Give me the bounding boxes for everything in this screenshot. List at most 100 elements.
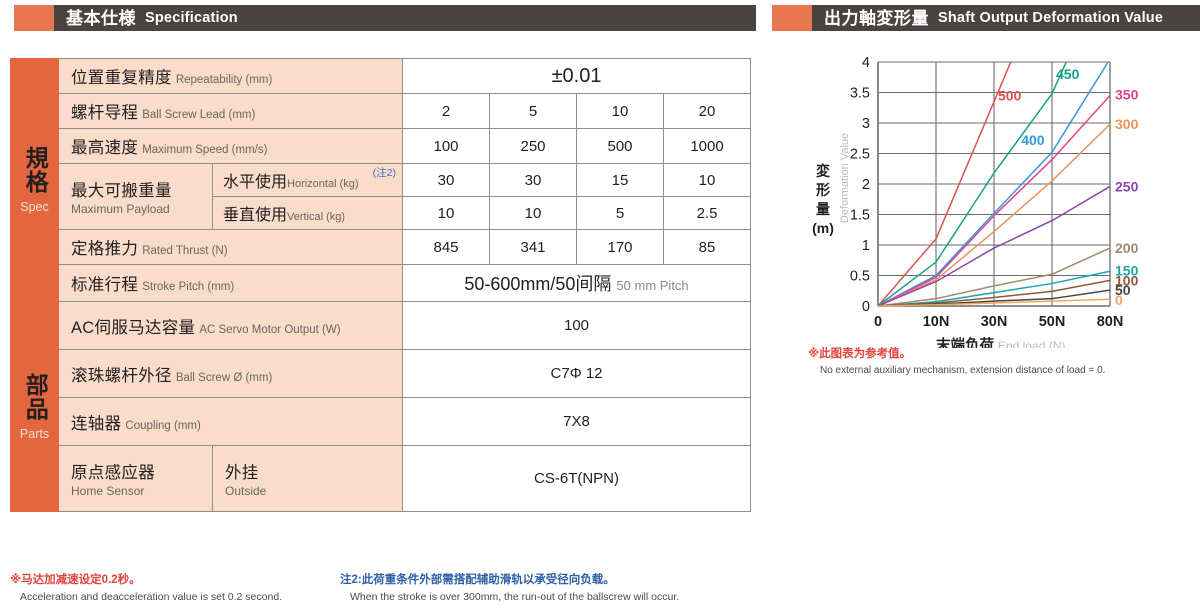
chart-series-label-200: 200 — [1115, 240, 1139, 256]
value-coupling: 7X8 — [401, 397, 752, 446]
row-label-coupling: 连轴器 Coupling (mm) — [58, 397, 403, 446]
table-row: 标准行程 Stroke Pitch (mm) 50-600mm/50间隔 50 mm… — [11, 264, 752, 302]
chart-series-300 — [877, 123, 1111, 307]
chart-series-250 — [877, 185, 1111, 307]
row-label-home-sensor-outside: 外挂 Outside — [212, 445, 403, 512]
value-cell: 341 — [489, 229, 577, 265]
chart-series-label-50: 50 — [1115, 282, 1131, 298]
header-accent-swatch — [14, 5, 54, 31]
chart-ytick-label: 3 — [862, 116, 870, 132]
value-repeatability: ±0.01 — [401, 58, 752, 94]
chart-series-350 — [877, 95, 1111, 307]
value-home-sensor: CS-6T(NPN) — [401, 445, 752, 512]
table-row: 部品 Parts AC伺服马达容量 AC Servo Motor Output (… — [10, 301, 752, 512]
chart-canvas: 00.511.522.533.540 10N 30N 50N 80N5004504003… — [812, 55, 1139, 348]
label-en: Horizontal (kg) — [287, 178, 359, 190]
value-sub: 50 mm Pitch — [616, 278, 689, 293]
footnote-cn: ※马达加减速设定0.2秒。 — [10, 574, 141, 586]
label-en: Vertical (kg) — [287, 211, 346, 223]
specification-table-wrapper: 規格 Spec 位置重复精度 Repeatability (mm) ±0.01 螺… — [10, 58, 752, 512]
chart-series-0 — [877, 298, 1111, 307]
label-cn: 标准行程 — [71, 276, 139, 294]
chart-series-150 — [877, 270, 1111, 307]
label-en: Maximum Speed (mm/s) — [142, 144, 268, 156]
value-cell: 170 — [576, 229, 664, 265]
row-label-vertical: 垂直使用Vertical (kg) — [212, 196, 403, 230]
section-title-en: Shaft Output Deformation Value — [938, 9, 1164, 26]
group-label-cn: 規格 — [22, 146, 49, 194]
footnote-cn: 注2:此荷重条件外部需搭配辅助滑轨以承受径向负载。 — [340, 574, 615, 586]
chart-note-cn: ※此图表为参考值。 — [808, 348, 912, 360]
label-en: Outside — [225, 484, 267, 498]
value-cell: 15 — [576, 163, 664, 197]
value-cell: 2 — [402, 93, 490, 129]
group-label-en: Spec — [20, 200, 49, 214]
label-en: Rated Thrust (N) — [142, 245, 228, 257]
chart-series-label-450: 450 — [1056, 66, 1080, 82]
group-label-parts: 部品 Parts — [10, 301, 59, 512]
label-cn: 滚珠螺杆外径 — [71, 366, 172, 385]
footnote-en: When the stroke is over 300mm, the run-o… — [350, 590, 680, 603]
label-cn: 水平使用 — [223, 174, 288, 191]
note-marker: (注2) — [372, 167, 396, 179]
chart-xtick-label: 0 — [874, 314, 882, 330]
chart-ytick-label: 4 — [862, 55, 870, 71]
chart-series-label-350: 350 — [1115, 86, 1139, 102]
value-cell: 10 — [662, 163, 752, 197]
value-cell: 10 — [489, 196, 577, 230]
table-row: 垂直使用Vertical (kg) 10 10 5 2.5 — [11, 196, 752, 230]
chart-ytick-label: 0.5 — [850, 269, 870, 285]
table-row: 滚珠螺杆外径 Ball Screw Ø (mm) C7Φ 12 — [11, 349, 752, 398]
table-row: 定格推力 Rated Thrust (N) 845 341 170 85 — [11, 229, 752, 265]
label-en: AC Servo Motor Output (W) — [199, 323, 341, 336]
label-cn: 垂直使用 — [223, 207, 288, 224]
row-label-maximum-payload: 最大可搬重量 Maximum Payload — [58, 163, 213, 230]
value-cell: 30 — [402, 163, 490, 197]
row-label-home-sensor: 原点感应器 Home Sensor — [58, 445, 213, 512]
footnote-left: ※马达加减速设定0.2秒。 Acceleration and deacceler… — [10, 572, 282, 605]
value-main: 50-600mm/50间隔 — [464, 274, 612, 294]
row-label-motor-output: AC伺服马达容量 AC Servo Motor Output (W) — [58, 301, 403, 350]
row-label-ball-screw-lead: 螺杆导程 Ball Screw Lead (mm) — [58, 93, 403, 129]
label-cn: 最大可搬重量 — [71, 182, 172, 200]
label-cn: 外挂 — [225, 464, 259, 482]
chart-xlabel-en: End load (N) — [998, 339, 1065, 348]
label-cn: 螺杆导程 — [71, 104, 139, 122]
chart-ytick-label: 1 — [862, 238, 870, 254]
label-en: Ball Screw Lead (mm) — [142, 109, 256, 121]
section-title-cn: 基本仕様 — [66, 8, 136, 28]
table-row: 規格 Spec 位置重复精度 Repeatability (mm) ±0.01 — [10, 58, 752, 302]
value-cell: 100 — [402, 128, 490, 164]
chart-series-label-500: 500 — [998, 88, 1022, 104]
section-header-specification: 基本仕様 Specification — [14, 5, 756, 31]
group-label-spec: 規格 Spec — [10, 58, 59, 302]
value-cell: 30 — [489, 163, 577, 197]
value-cell: 10 — [402, 196, 490, 230]
chart-note-en: No external auxiliary mechanism, extensi… — [820, 365, 1106, 377]
chart-ytick-label: 2 — [862, 177, 870, 193]
chart-ytick-label: 1.5 — [850, 208, 870, 224]
value-cell: 10 — [576, 93, 664, 129]
chart-series-400 — [877, 61, 1109, 307]
label-en: Repeatability (mm) — [175, 74, 273, 86]
chart-series-500 — [877, 61, 1012, 307]
value-cell: 20 — [662, 93, 752, 129]
chart-series-100 — [877, 279, 1111, 307]
chart-series-label-250: 250 — [1115, 178, 1139, 194]
row-label-stroke-pitch: 标准行程 Stroke Pitch (mm) — [58, 264, 403, 302]
label-en: Ball Screw Ø (mm) — [175, 371, 273, 384]
label-cn: 连轴器 — [71, 414, 122, 433]
value-ball-screw-diameter: C7Φ 12 — [401, 349, 752, 398]
header-bar: 基本仕様 Specification — [54, 5, 756, 31]
chart-xlabel-cn: 末端负荷 — [936, 336, 994, 348]
chart-ylabel-cn: 変形量(m) — [812, 163, 834, 236]
deformation-chart: 0 0.5 1 1.5 2 2.5 3 3.5 4 0 10N 30N 50N 80N 500 450 400 3… — [790, 48, 1200, 348]
label-en: Maximum Payload — [71, 202, 170, 216]
label-en: Home Sensor — [71, 484, 145, 498]
row-label-maximum-speed: 最高速度 Maximum Speed (mm/s) — [58, 128, 403, 164]
chart-xtick-label: 50N — [1039, 314, 1066, 330]
chart-xtick-label: 80N — [1097, 314, 1124, 330]
value-cell: 1000 — [662, 128, 752, 164]
chart-ytick-label: 2.5 — [850, 147, 870, 163]
